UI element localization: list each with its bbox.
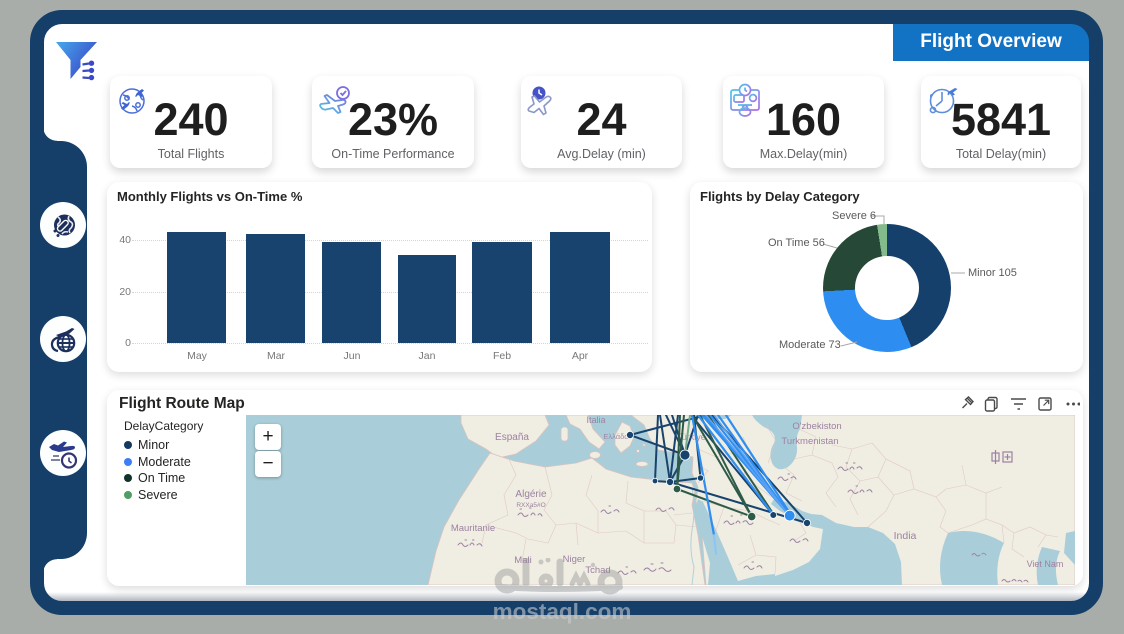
svg-text:Turkmenistan: Turkmenistan <box>781 436 838 447</box>
svg-text:Ελλάδα: Ελλάδα <box>603 432 629 441</box>
svg-text:Tchad: Tchad <box>585 565 610 576</box>
svg-text:India: India <box>894 530 917 542</box>
svg-text:Algérie: Algérie <box>515 489 547 500</box>
svg-text:Mali: Mali <box>514 555 531 566</box>
svg-text:España: España <box>495 432 529 443</box>
svg-text:O'zbekiston: O'zbekiston <box>792 421 841 432</box>
svg-text:Italia: Italia <box>586 415 605 425</box>
svg-text:RXXa5#O: RXXa5#O <box>516 502 545 509</box>
svg-text:Mauritanie: Mauritanie <box>451 523 495 534</box>
svg-text:Niger: Niger <box>563 554 586 565</box>
svg-text:Viet Nam: Viet Nam <box>1027 559 1064 569</box>
